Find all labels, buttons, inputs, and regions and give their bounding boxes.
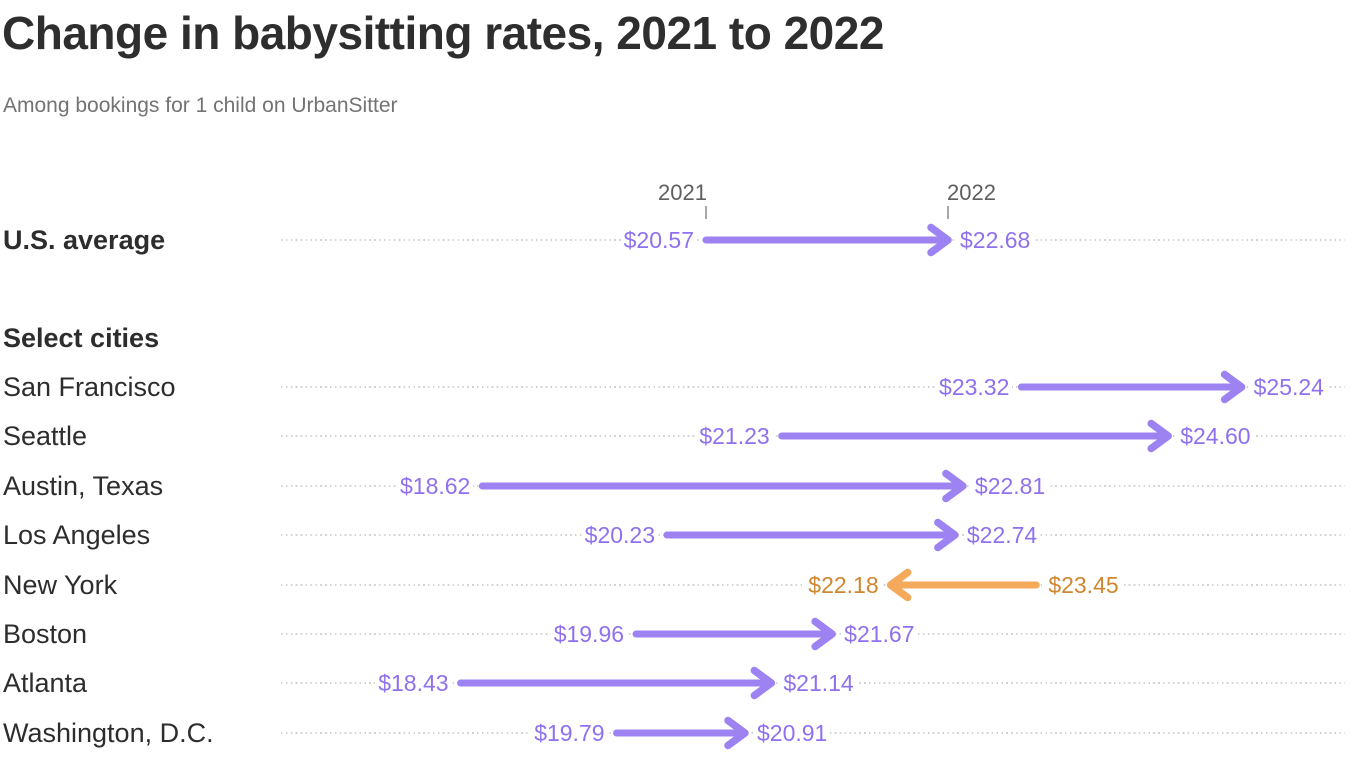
row-leader-dots [281,534,1345,537]
value-label-2021: $23.45 [1045,570,1122,599]
value-label-2022: $25.24 [1250,373,1327,401]
axis-label-2022: 2022 [947,180,996,205]
row-label: Austin, Texas [3,470,164,501]
row-label: Boston [3,619,88,649]
row-label: Los Angeles [3,520,151,551]
value-label-2022: $24.60 [1177,422,1254,451]
value-label-2022: $22.68 [957,226,1034,254]
row-label: Atlanta [3,668,88,699]
row-leader-dots [281,633,1345,635]
value-label-2022: $21.67 [841,620,918,648]
value-label-2022: $20.91 [753,718,831,747]
value-label-2021: $21.23 [696,422,773,451]
value-label-2021: $18.43 [375,669,452,698]
axis-tick-2021 [705,206,707,219]
axis-label-2021: 2021 [658,180,707,205]
value-label-2021: $20.57 [620,226,697,254]
section-header: Select cities [3,323,160,353]
value-label-2022: $22.18 [805,570,882,599]
row-leader-dots [281,239,1345,241]
row-label: New York [3,569,118,600]
row-label: Washington, D.C. [3,717,214,748]
value-label-2021: $19.96 [550,620,628,648]
row-label: U.S. average [3,225,166,255]
value-label-2022: $22.74 [963,521,1041,550]
value-label-2022: $22.81 [971,471,1049,500]
chart-title: Change in babysitting rates, 2021 to 202… [2,7,884,59]
axis-tick-2022 [947,206,949,219]
chart-subtitle: Among bookings for 1 child on UrbanSitte… [3,94,398,117]
value-label-2021: $20.23 [581,521,659,550]
value-label-2021: $23.32 [936,373,1013,401]
row-label: San Francisco [3,372,176,402]
row-leader-dots [281,386,1345,388]
row-label: Seattle [3,421,88,452]
value-label-2022: $21.14 [780,669,857,698]
value-label-2021: $19.79 [531,718,608,747]
value-label-2021: $18.62 [397,471,474,500]
